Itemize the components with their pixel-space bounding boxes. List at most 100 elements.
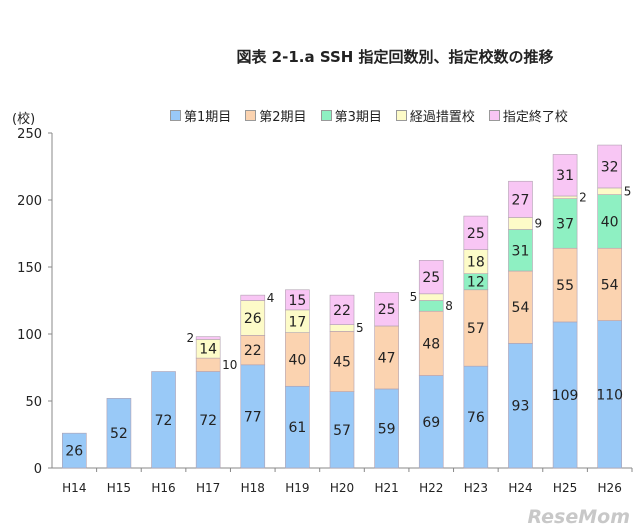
legend-item: 第3期目 — [320, 106, 382, 125]
x-tick-label: H18 — [241, 481, 265, 495]
x-tick-label: H14 — [62, 481, 86, 495]
data-label: 4 — [267, 291, 275, 305]
data-label: 72 — [199, 413, 217, 429]
data-label: 17 — [288, 314, 306, 330]
bar-segment — [329, 324, 355, 332]
bar-segment — [597, 247, 622, 321]
data-label: 45 — [333, 354, 351, 370]
data-label: 93 — [512, 399, 530, 415]
legend-swatch — [395, 110, 407, 121]
data-label: 10 — [222, 358, 237, 372]
x-tick-label: H26 — [598, 481, 622, 495]
data-label: 25 — [467, 226, 485, 242]
x-tick-label: H20 — [330, 481, 354, 495]
data-label: 18 — [467, 255, 485, 271]
data-label: 61 — [288, 420, 306, 436]
data-label: 48 — [422, 336, 440, 352]
data-label: 12 — [467, 275, 485, 291]
data-label: 26 — [65, 444, 83, 460]
data-label: 76 — [467, 410, 485, 426]
legend-item: 第1期目 — [170, 106, 231, 125]
data-label: 69 — [422, 415, 440, 431]
y-tick-label: 200 — [17, 194, 42, 209]
data-label: 37 — [556, 216, 574, 232]
bar-segment — [463, 215, 489, 250]
data-label: 25 — [422, 270, 440, 286]
bar-segment — [552, 154, 578, 197]
data-label: 31 — [512, 243, 530, 259]
bar-segment — [508, 343, 533, 469]
bar-segment — [195, 357, 221, 372]
y-axis-unit: (校) — [12, 112, 36, 127]
data-label: 59 — [378, 421, 396, 437]
y-tick-label: 250 — [17, 127, 42, 142]
data-label: 22 — [333, 303, 351, 319]
legend-swatch — [170, 110, 181, 121]
bar-segment — [552, 195, 578, 199]
bar-segment — [418, 293, 444, 301]
bar-segment — [329, 294, 355, 325]
x-tick-label: H24 — [508, 481, 532, 495]
bar-segment — [62, 432, 87, 469]
data-label: 57 — [333, 423, 351, 439]
resemom-logo: ReseMom — [527, 506, 630, 528]
data-label: 47 — [378, 350, 396, 366]
legend-item: 指定終了校 — [488, 106, 568, 125]
data-label: 110 — [596, 387, 623, 403]
x-tick-label: H19 — [285, 481, 309, 495]
data-label: 5 — [624, 184, 632, 198]
data-label: 26 — [244, 311, 262, 327]
bar-segment — [552, 247, 578, 323]
legend-label: 経過措置校 — [409, 110, 475, 125]
data-label: 27 — [512, 192, 530, 208]
data-label: 40 — [288, 352, 306, 368]
x-tick-label: H25 — [553, 481, 577, 495]
data-label: 22 — [244, 343, 262, 359]
bar-segment — [374, 325, 399, 390]
data-label: 5 — [410, 290, 418, 304]
bar-segment — [240, 294, 266, 301]
y-tick-label: 100 — [17, 328, 42, 343]
bar-segment — [329, 391, 355, 469]
data-label: 52 — [110, 426, 128, 442]
bar-segment — [374, 388, 399, 469]
bar-segment — [240, 335, 266, 366]
data-label: 40 — [601, 214, 619, 230]
data-label: 9 — [534, 216, 542, 230]
legend-swatch — [488, 110, 500, 121]
bar-segment — [508, 270, 533, 344]
bar-segment — [151, 371, 176, 469]
data-label: 54 — [512, 300, 530, 316]
bar-segment — [552, 198, 578, 249]
y-tick-label: 0 — [34, 462, 42, 477]
bar-segment — [106, 398, 132, 469]
y-tick-label: 50 — [25, 395, 42, 410]
legend-item: 第2期目 — [245, 106, 307, 125]
legend-label: 指定終了校 — [502, 110, 568, 125]
legend-label: 第3期目 — [334, 110, 382, 125]
legend-swatch — [320, 110, 332, 121]
data-label: 31 — [556, 168, 574, 184]
data-label: 15 — [288, 293, 306, 309]
data-label: 14 — [199, 342, 217, 358]
bar-segment — [195, 371, 221, 469]
bar-segment — [195, 336, 221, 340]
data-label: 2 — [187, 331, 195, 345]
data-label: 109 — [552, 388, 579, 404]
x-tick-label: H15 — [107, 481, 131, 495]
bar-segment — [508, 217, 533, 230]
chart-title: 図表 2-1.a SSH 指定回数別、指定校数の推移 — [236, 48, 554, 66]
x-tick-label: H16 — [151, 481, 175, 495]
bar-segment — [285, 332, 310, 387]
data-label: 25 — [378, 302, 396, 318]
bar-segment — [597, 144, 622, 189]
bar-segment — [463, 289, 489, 367]
bar-segment — [418, 300, 444, 312]
legend-item: 経過措置校 — [395, 106, 475, 125]
bar-segment — [374, 292, 399, 327]
data-label: 77 — [244, 409, 262, 425]
legend: 第1期目 第2期目 第3期目 経過措置校 指定終了校 — [170, 106, 568, 125]
data-label: 72 — [155, 413, 173, 429]
